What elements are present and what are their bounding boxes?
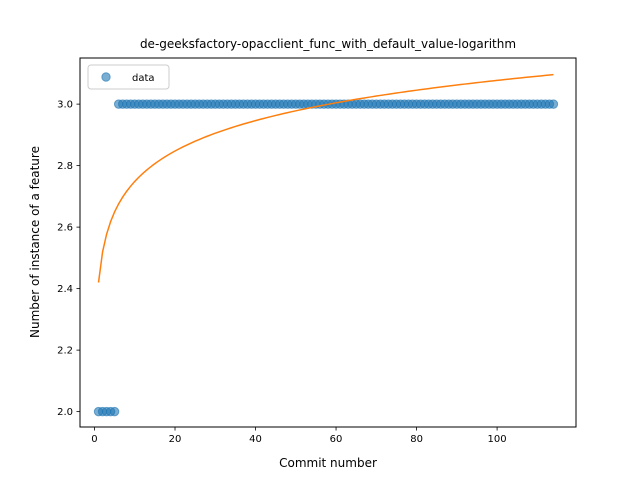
y-axis-label: Number of instance of a feature [28,146,42,338]
legend-frame [87,64,170,90]
x-tick-label: 20 [169,434,182,445]
axes-frame [79,57,577,428]
x-axis: 0 20 40 60 80 100 [91,427,507,445]
y-tick-label: 2.8 [57,161,73,172]
data-point [109,406,120,417]
y-tick-label: 2.6 [57,223,73,234]
fit-line [97,73,554,283]
x-tick-label: 40 [249,434,262,445]
x-tick-label: 100 [488,434,507,445]
plot-area [93,73,559,417]
x-tick-label: 0 [91,434,97,445]
chart-title: de-geeksfactory-opacclient_func_with_def… [140,37,516,51]
y-tick-label: 2.2 [57,346,73,357]
x-tick-label: 80 [410,434,423,445]
y-tick-label: 2.4 [57,284,73,295]
y-tick-label: 2.0 [57,407,73,418]
x-tick-label: 60 [330,434,343,445]
legend-marker-data [101,72,111,82]
y-tick-label: 3.0 [57,100,73,111]
y-axis: 2.0 2.2 2.4 2.6 2.8 3.0 [57,100,80,418]
x-axis-label: Commit number [279,456,377,470]
legend-label-data: data [132,73,155,84]
legend: data [87,64,170,90]
data-point [548,99,559,109]
